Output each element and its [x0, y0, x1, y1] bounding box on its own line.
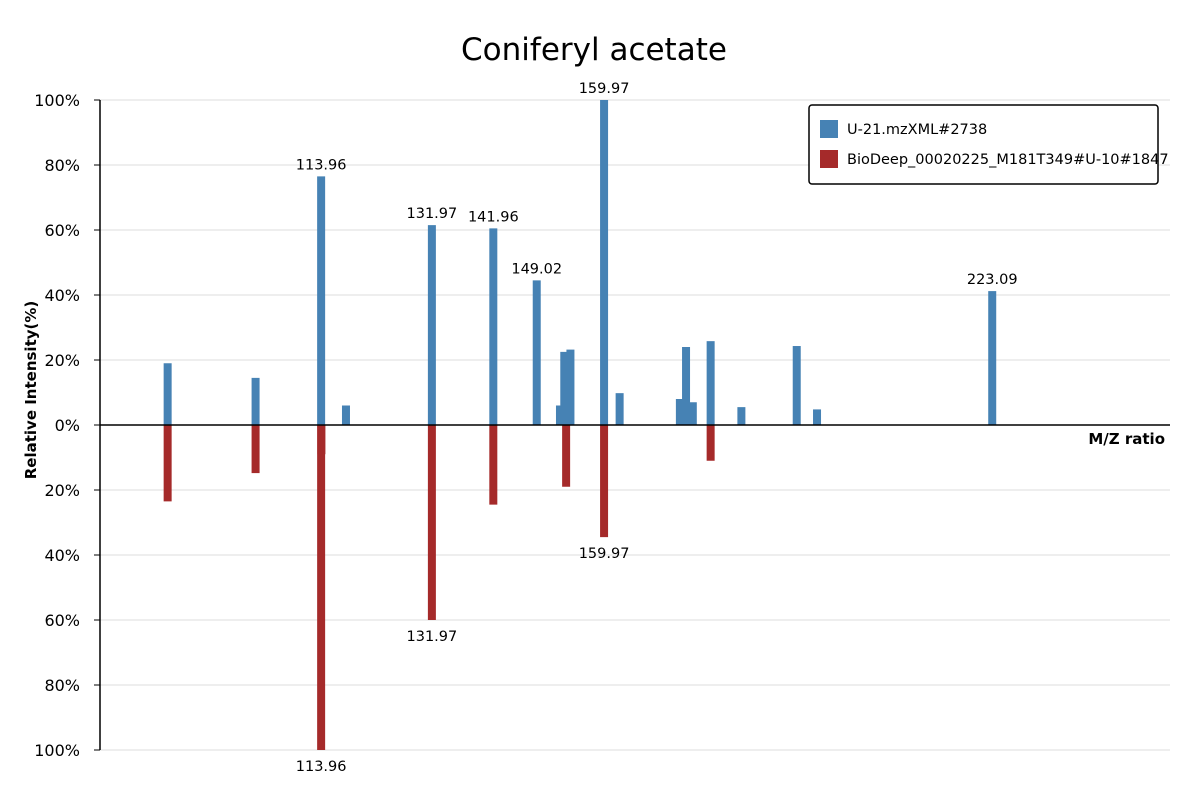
peak-bar-query: [682, 347, 691, 425]
peak-label: 223.09: [967, 272, 1018, 288]
legend: U-21.mzXML#2738 BioDeep_00020225_M181T34…: [808, 104, 1169, 185]
peak-bar-query: [560, 351, 569, 425]
y-tick-label: 80%: [44, 156, 80, 175]
peak-bar-query: [988, 291, 997, 425]
y-tick-label: 60%: [44, 221, 80, 240]
y-tick-label: 20%: [44, 481, 80, 500]
peak-bar-query: [706, 341, 715, 425]
peak-bar-reference: [600, 425, 609, 538]
peak-label: 149.02: [511, 261, 562, 277]
peak-bar-query: [737, 407, 746, 425]
peak-bar-query: [489, 228, 498, 425]
peak-bar-query: [792, 346, 801, 425]
peak-label: 159.97: [579, 546, 630, 562]
y-tick-label: 20%: [44, 351, 80, 370]
y-axis-title: Relative Intensity(%): [22, 301, 40, 480]
gridlines: [100, 99, 1170, 751]
legend-swatch-reference: [820, 150, 838, 168]
peak-bar-query: [566, 349, 575, 425]
y-tick-label: 80%: [44, 676, 80, 695]
peak-label: 113.96: [296, 157, 347, 173]
peak-bar-query: [251, 377, 260, 425]
y-tick-label: 100%: [34, 741, 80, 760]
peak-labels: 113.96 131.97 141.96 149.02 159.97 223.09 113.…: [296, 81, 1018, 775]
peak-bar-query: [555, 405, 564, 425]
peak-bar-query: [163, 363, 172, 425]
y-tick-label: 40%: [44, 546, 80, 565]
peak-bar-query: [813, 409, 822, 425]
legend-swatch-query: [820, 120, 838, 138]
peak-bar-reference: [706, 425, 715, 461]
peak-bar-reference: [562, 425, 571, 487]
peak-label: 131.97: [407, 206, 458, 222]
peak-bar-query: [675, 399, 684, 425]
peak-bar-reference: [163, 425, 172, 502]
peak-bar-reference: [427, 425, 436, 620]
y-tick-label: 40%: [44, 286, 80, 305]
peak-label: 141.96: [468, 209, 519, 225]
peak-bar-query: [688, 402, 697, 425]
peak-bar-query: [317, 176, 326, 425]
peak-bar-query: [341, 405, 350, 425]
axes: [99, 100, 1170, 750]
peak-bar-reference: [317, 425, 326, 750]
peak-bar-query: [427, 225, 436, 425]
peak-bar-query: [615, 393, 624, 425]
y-tick-label: 0%: [55, 416, 80, 435]
legend-label-reference: BioDeep_00020225_M181T349#U-10#1847: [847, 152, 1169, 168]
peak-bar-reference: [489, 425, 498, 505]
legend-box: [808, 104, 1159, 185]
y-ticks: 100% 80% 60% 40% 20% 0% 20% 40% 60% 80% 100%: [34, 91, 100, 760]
peak-label: 131.97: [407, 629, 458, 645]
y-tick-label: 60%: [44, 611, 80, 630]
peak-bar-reference: [251, 425, 260, 474]
legend-label-query: U-21.mzXML#2738: [847, 122, 987, 138]
peaks: [163, 100, 997, 750]
peak-bar-query: [532, 280, 541, 425]
peak-label: 159.97: [579, 81, 630, 97]
peak-bar-query: [600, 100, 609, 425]
chart-title: Coniferyl acetate: [461, 32, 727, 68]
peak-label: 113.96: [296, 759, 347, 775]
y-tick-label: 100%: [34, 91, 80, 110]
x-axis-title: M/Z ratio: [1088, 430, 1165, 448]
